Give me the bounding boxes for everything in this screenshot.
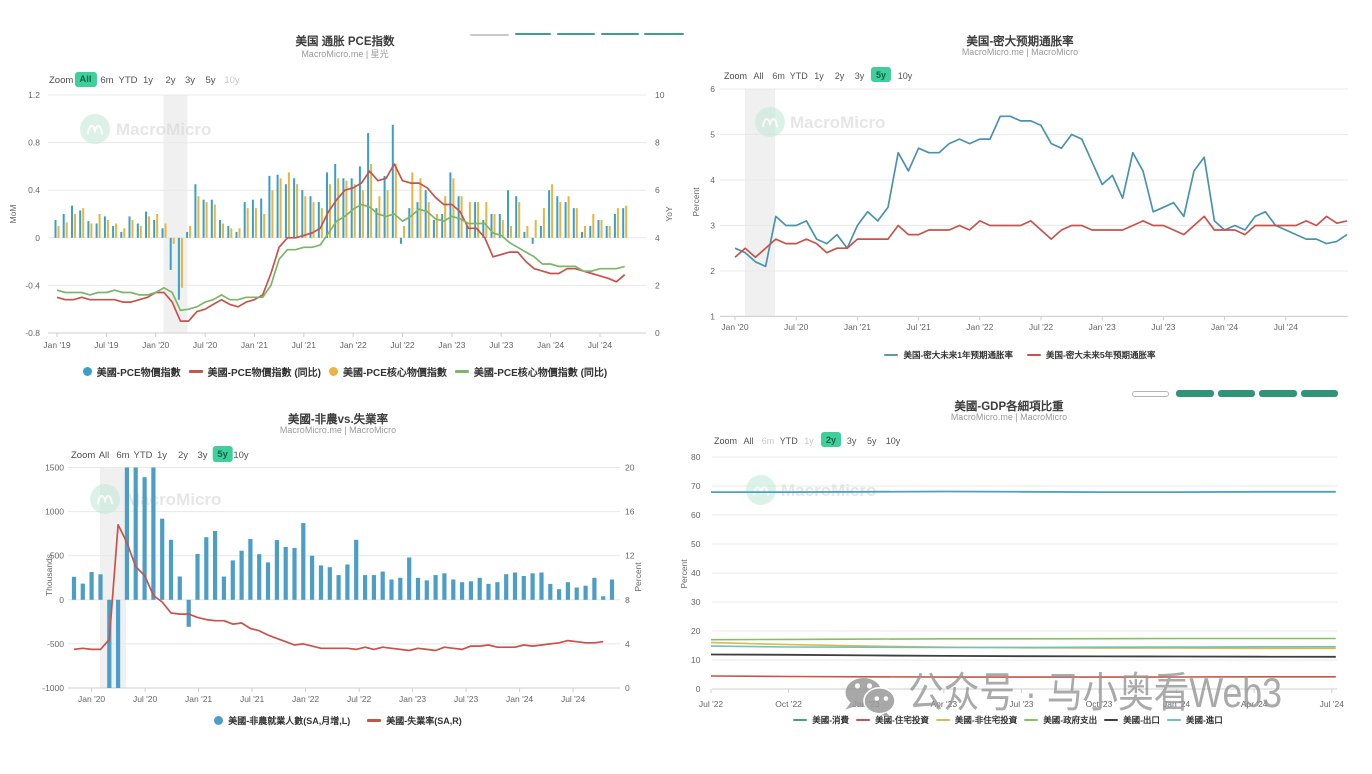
svg-text:Jul '23: Jul '23 [454,694,479,704]
svg-text:16: 16 [625,507,635,517]
svg-text:1500: 1500 [45,463,64,473]
svg-text:0: 0 [59,595,64,605]
svg-text:Jan '19: Jan '19 [43,340,70,350]
svg-text:Percent: Percent [633,562,643,592]
svg-text:Jan '22: Jan '22 [340,340,367,350]
svg-text:Jul '21: Jul '21 [240,694,265,704]
svg-text:Percent: Percent [679,559,689,589]
svg-text:Jul '22: Jul '22 [699,699,724,709]
svg-text:5: 5 [710,129,715,139]
svg-text:MacroMicro: MacroMicro [116,120,211,139]
svg-text:3: 3 [710,220,715,230]
svg-text:8: 8 [655,138,660,148]
svg-text:Jan '22: Jan '22 [966,322,993,332]
svg-text:Jul '23: Jul '23 [489,340,514,350]
svg-text:Jul '20: Jul '20 [133,694,158,704]
svg-text:0.8: 0.8 [28,138,40,148]
svg-text:Jul '24: Jul '24 [1274,322,1299,332]
svg-text:Jan '21: Jan '21 [241,340,268,350]
svg-text:20: 20 [625,463,635,473]
svg-text:70: 70 [691,481,701,491]
svg-text:MacroMicro: MacroMicro [781,481,876,500]
svg-text:40: 40 [691,568,701,578]
svg-text:0: 0 [625,683,630,693]
svg-text:MacroMicro: MacroMicro [126,490,221,509]
svg-text:0: 0 [655,328,660,338]
svg-text:Jul '20: Jul '20 [784,322,809,332]
svg-text:Jan '20: Jan '20 [78,694,105,704]
svg-text:Jul '21: Jul '21 [906,322,931,332]
svg-text:MoM: MoM [8,205,18,224]
svg-text:4: 4 [625,639,630,649]
svg-text:Jul '24: Jul '24 [1320,699,1345,709]
svg-text:50: 50 [691,539,701,549]
svg-text:Jul '23: Jul '23 [1009,699,1034,709]
svg-text:Thousands: Thousands [44,554,54,596]
svg-text:Jan '23: Jan '23 [1089,322,1116,332]
svg-text:Jan '20: Jan '20 [721,322,748,332]
svg-text:MacroMicro: MacroMicro [790,113,885,132]
svg-text:Jan '24: Jan '24 [1163,699,1190,709]
svg-text:Jul '22: Jul '22 [390,340,415,350]
svg-text:0.4: 0.4 [28,185,40,195]
svg-text:30: 30 [691,597,701,607]
svg-text:Oct '22: Oct '22 [775,699,802,709]
svg-text:Jan '24: Jan '24 [506,694,533,704]
svg-text:Jan '21: Jan '21 [844,322,871,332]
svg-text:公众号 · 马小奥看Web3: 公众号 · 马小奥看Web3 [908,669,1282,716]
svg-text:1.2: 1.2 [28,90,40,100]
svg-text:Jan '22: Jan '22 [292,694,319,704]
svg-text:Jul '23: Jul '23 [1151,322,1176,332]
svg-text:Jan '23: Jan '23 [438,340,465,350]
svg-text:-0.8: -0.8 [25,328,40,338]
svg-text:0: 0 [35,233,40,243]
svg-text:Jul '22: Jul '22 [1029,322,1054,332]
svg-text:Jul '22: Jul '22 [347,694,372,704]
svg-text:-500: -500 [47,639,64,649]
svg-text:Jul '24: Jul '24 [588,340,613,350]
svg-text:-1000: -1000 [42,683,64,693]
svg-text:12: 12 [625,551,635,561]
svg-text:Jul '19: Jul '19 [94,340,119,350]
svg-text:10: 10 [691,655,701,665]
svg-text:YoY: YoY [664,206,674,222]
svg-text:Oct '23: Oct '23 [1086,699,1113,709]
svg-text:Jul '24: Jul '24 [561,694,586,704]
svg-text:Jan '23: Jan '23 [399,694,426,704]
svg-text:-0.4: -0.4 [25,280,40,290]
svg-text:60: 60 [691,510,701,520]
svg-text:Jan '24: Jan '24 [537,340,564,350]
svg-text:4: 4 [710,175,715,185]
svg-text:6: 6 [655,185,660,195]
svg-text:2: 2 [710,266,715,276]
svg-text:1000: 1000 [45,507,64,517]
svg-text:500: 500 [50,551,64,561]
svg-text:Apr '23: Apr '23 [930,699,957,709]
svg-text:2: 2 [655,280,660,290]
svg-text:Jan '20: Jan '20 [142,340,169,350]
svg-text:80: 80 [691,452,701,462]
svg-text:Apr '24: Apr '24 [1241,699,1268,709]
svg-text:0: 0 [696,684,701,694]
svg-text:Jan '21: Jan '21 [185,694,212,704]
svg-text:1: 1 [710,311,715,321]
svg-text:Percent: Percent [691,187,701,217]
svg-text:Jan '24: Jan '24 [1211,322,1238,332]
svg-text:8: 8 [625,595,630,605]
svg-text:4: 4 [655,233,660,243]
svg-text:10: 10 [655,90,665,100]
svg-text:6: 6 [710,84,715,94]
svg-text:Jul '20: Jul '20 [193,340,218,350]
svg-text:Jul '21: Jul '21 [292,340,317,350]
svg-text:20: 20 [691,626,701,636]
